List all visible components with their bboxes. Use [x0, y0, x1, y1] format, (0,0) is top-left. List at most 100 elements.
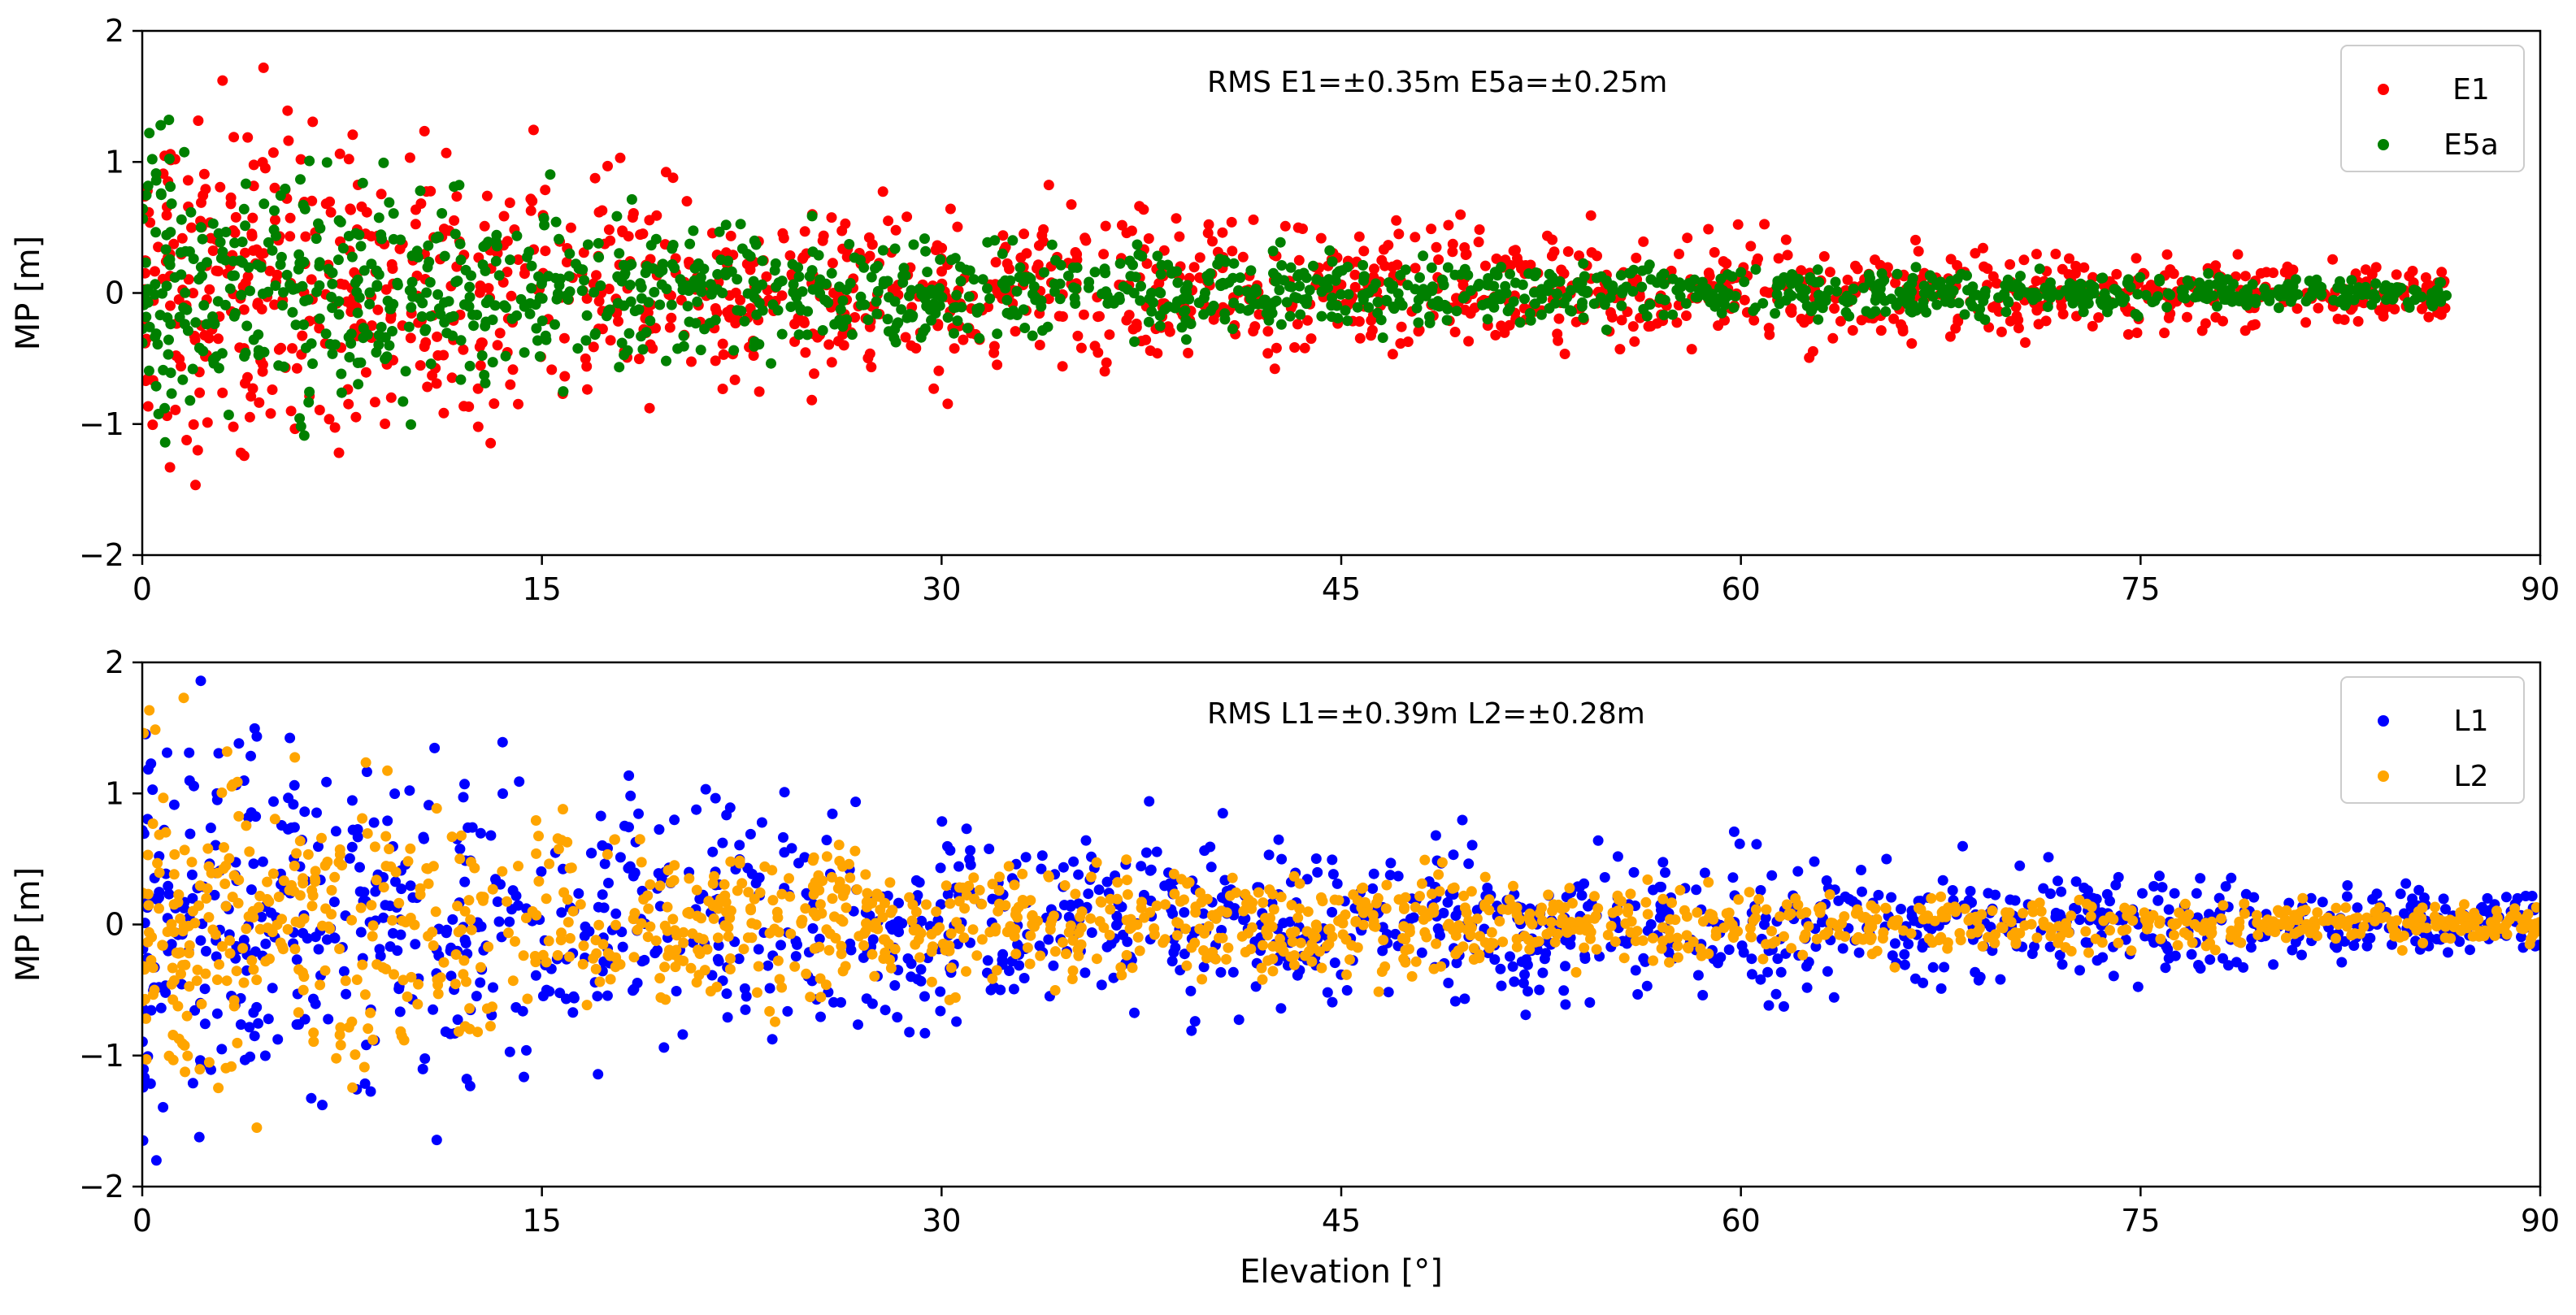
data-point — [467, 822, 478, 833]
data-point — [1114, 291, 1125, 302]
data-point — [1686, 344, 1697, 355]
data-point — [862, 315, 874, 325]
data-point — [636, 857, 647, 868]
data-point — [1638, 953, 1649, 964]
data-point — [366, 900, 377, 911]
data-point — [1326, 300, 1337, 311]
data-point — [1840, 306, 1852, 318]
data-point — [1888, 313, 1900, 324]
data-point — [588, 341, 599, 353]
data-point — [1592, 835, 1604, 846]
data-point — [1965, 297, 1976, 308]
data-point — [1990, 889, 2001, 901]
data-point — [1015, 252, 1027, 263]
data-point — [1233, 285, 1244, 296]
data-point — [2056, 301, 2067, 312]
data-point — [2079, 262, 2090, 273]
data-point — [2186, 948, 2197, 960]
data-point — [1773, 253, 1784, 264]
data-point — [1508, 296, 1519, 307]
data-point — [732, 305, 743, 316]
data-point — [287, 343, 298, 354]
data-point — [855, 299, 867, 310]
data-point — [892, 1012, 903, 1023]
data-point — [940, 880, 952, 892]
data-point — [740, 1004, 751, 1015]
data-point — [344, 853, 355, 864]
data-point — [696, 279, 707, 290]
data-point — [258, 62, 269, 73]
data-point — [346, 251, 358, 263]
data-point — [2160, 962, 2171, 974]
data-point — [799, 852, 810, 863]
data-point — [211, 1008, 223, 1019]
data-point — [567, 905, 579, 917]
data-point — [1510, 277, 1521, 289]
data-point — [1392, 870, 1404, 882]
data-point — [2234, 296, 2245, 306]
data-point — [2328, 294, 2339, 306]
data-point — [815, 1011, 826, 1022]
data-point — [1141, 258, 1153, 269]
data-point — [1640, 896, 1652, 908]
data-point — [869, 970, 880, 982]
data-point — [690, 318, 702, 329]
data-point — [739, 315, 750, 327]
data-point — [230, 211, 241, 223]
data-point — [872, 285, 884, 297]
data-point — [480, 377, 491, 388]
data-point — [1293, 254, 1305, 266]
data-point — [2344, 284, 2355, 295]
data-point — [225, 192, 237, 203]
data-point — [1079, 232, 1091, 244]
data-point — [698, 263, 710, 275]
data-point — [1343, 289, 1354, 300]
data-point — [2361, 940, 2373, 952]
data-point — [321, 157, 332, 168]
data-point — [1599, 299, 1610, 310]
data-point — [1828, 992, 1840, 1003]
data-point — [1514, 317, 1526, 328]
data-point — [1463, 858, 1475, 870]
data-point — [935, 862, 946, 874]
data-point — [154, 903, 164, 914]
data-point — [168, 238, 180, 250]
data-point — [425, 185, 437, 197]
data-point — [1519, 293, 1530, 305]
data-point — [468, 320, 480, 332]
data-point — [354, 886, 366, 897]
data-point — [634, 834, 645, 845]
data-point — [1764, 329, 1775, 341]
x-tick-label: 75 — [2121, 571, 2160, 607]
data-point — [1217, 808, 1228, 819]
data-point — [1491, 253, 1502, 264]
data-point — [1014, 262, 1026, 273]
data-point — [667, 240, 679, 250]
data-point — [1826, 918, 1836, 928]
data-point — [431, 803, 442, 814]
data-point — [306, 274, 317, 285]
data-point — [877, 186, 888, 197]
data-point — [472, 383, 484, 394]
data-point — [1780, 234, 1792, 245]
data-point — [398, 1035, 410, 1046]
data-point — [1637, 935, 1649, 946]
data-point — [963, 291, 975, 302]
data-point — [1085, 871, 1097, 883]
data-point — [228, 421, 239, 432]
data-point — [2290, 936, 2301, 948]
data-point — [661, 284, 672, 294]
data-point — [437, 208, 448, 219]
data-point — [1870, 282, 1881, 293]
data-point — [422, 262, 433, 273]
data-point — [598, 902, 610, 914]
data-point — [289, 860, 300, 871]
data-point — [1377, 945, 1388, 957]
data-point — [1519, 969, 1530, 980]
data-point — [485, 830, 497, 841]
data-point — [519, 301, 530, 312]
data-point — [952, 315, 963, 327]
data-point — [666, 312, 677, 323]
data-point — [229, 237, 241, 249]
data-point — [602, 848, 613, 860]
